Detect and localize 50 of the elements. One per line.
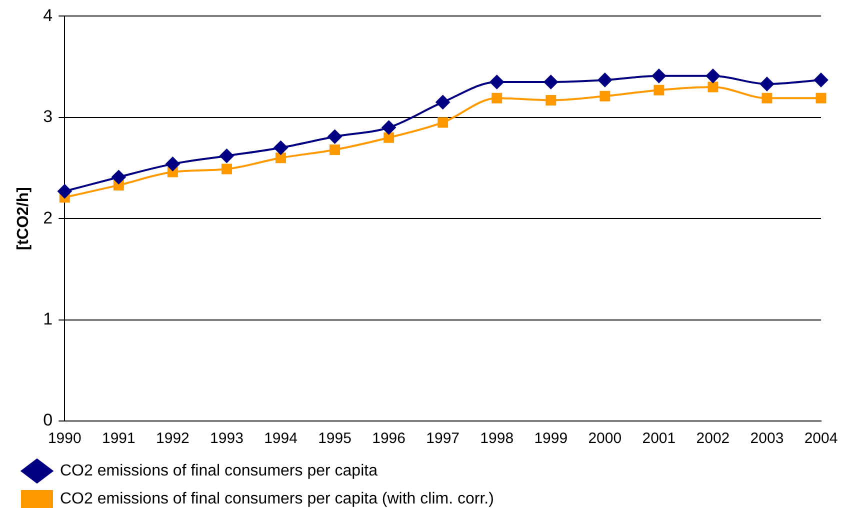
- x-tick-label: 1997: [426, 430, 460, 448]
- point: [544, 74, 558, 89]
- point: [708, 82, 718, 92]
- point: [382, 120, 396, 135]
- y-tick-label: 0: [43, 410, 53, 430]
- point: [328, 130, 342, 144]
- point: [654, 84, 664, 96]
- y-tick-label: 3: [43, 107, 53, 126]
- point: [492, 92, 502, 104]
- point: [221, 164, 232, 174]
- point: [816, 92, 826, 104]
- x-tick-label: 1996: [372, 430, 406, 448]
- x-tick-label: 1999: [534, 430, 568, 448]
- x-tick-label: 1994: [264, 430, 298, 448]
- point: [276, 152, 286, 164]
- point: [220, 148, 234, 163]
- legend-label: CO2 emissions of final consumers per capita (with clim. corr.): [60, 490, 494, 508]
- y-axis-title: [tCO2/h]: [15, 187, 32, 250]
- point: [814, 72, 828, 87]
- x-tick-label: 1992: [156, 430, 190, 448]
- legend-label: CO2 emissions of final consumers per capita: [60, 462, 378, 480]
- point: [490, 74, 504, 89]
- x-tick-label: 2003: [750, 430, 784, 448]
- x-tick-label: 1993: [210, 430, 244, 448]
- x-tick-label: 1990: [48, 430, 82, 448]
- point: [706, 68, 720, 83]
- point: [438, 117, 448, 128]
- point: [384, 132, 394, 143]
- point: [330, 144, 340, 156]
- y-tick-label: 1: [43, 309, 53, 328]
- x-tick-label: 2002: [696, 430, 730, 448]
- point: [436, 95, 450, 110]
- point: [652, 68, 666, 83]
- point: [112, 170, 126, 184]
- x-tick-label: 1998: [480, 430, 514, 448]
- x-tick-label: 2000: [588, 430, 622, 448]
- point: [598, 72, 612, 87]
- x-tick-label: 1995: [318, 430, 352, 448]
- point: [166, 156, 180, 171]
- y-tick-label: 4: [43, 6, 53, 25]
- point: [58, 184, 72, 198]
- point: [762, 92, 772, 104]
- x-tick-label: 2001: [642, 430, 676, 448]
- point: [600, 90, 610, 102]
- y-tick-label: 2: [43, 208, 53, 228]
- x-tick-label: 2004: [804, 430, 838, 448]
- point: [274, 140, 288, 155]
- point: [760, 77, 774, 92]
- x-tick-label: 1991: [102, 430, 136, 448]
- point: [546, 94, 556, 106]
